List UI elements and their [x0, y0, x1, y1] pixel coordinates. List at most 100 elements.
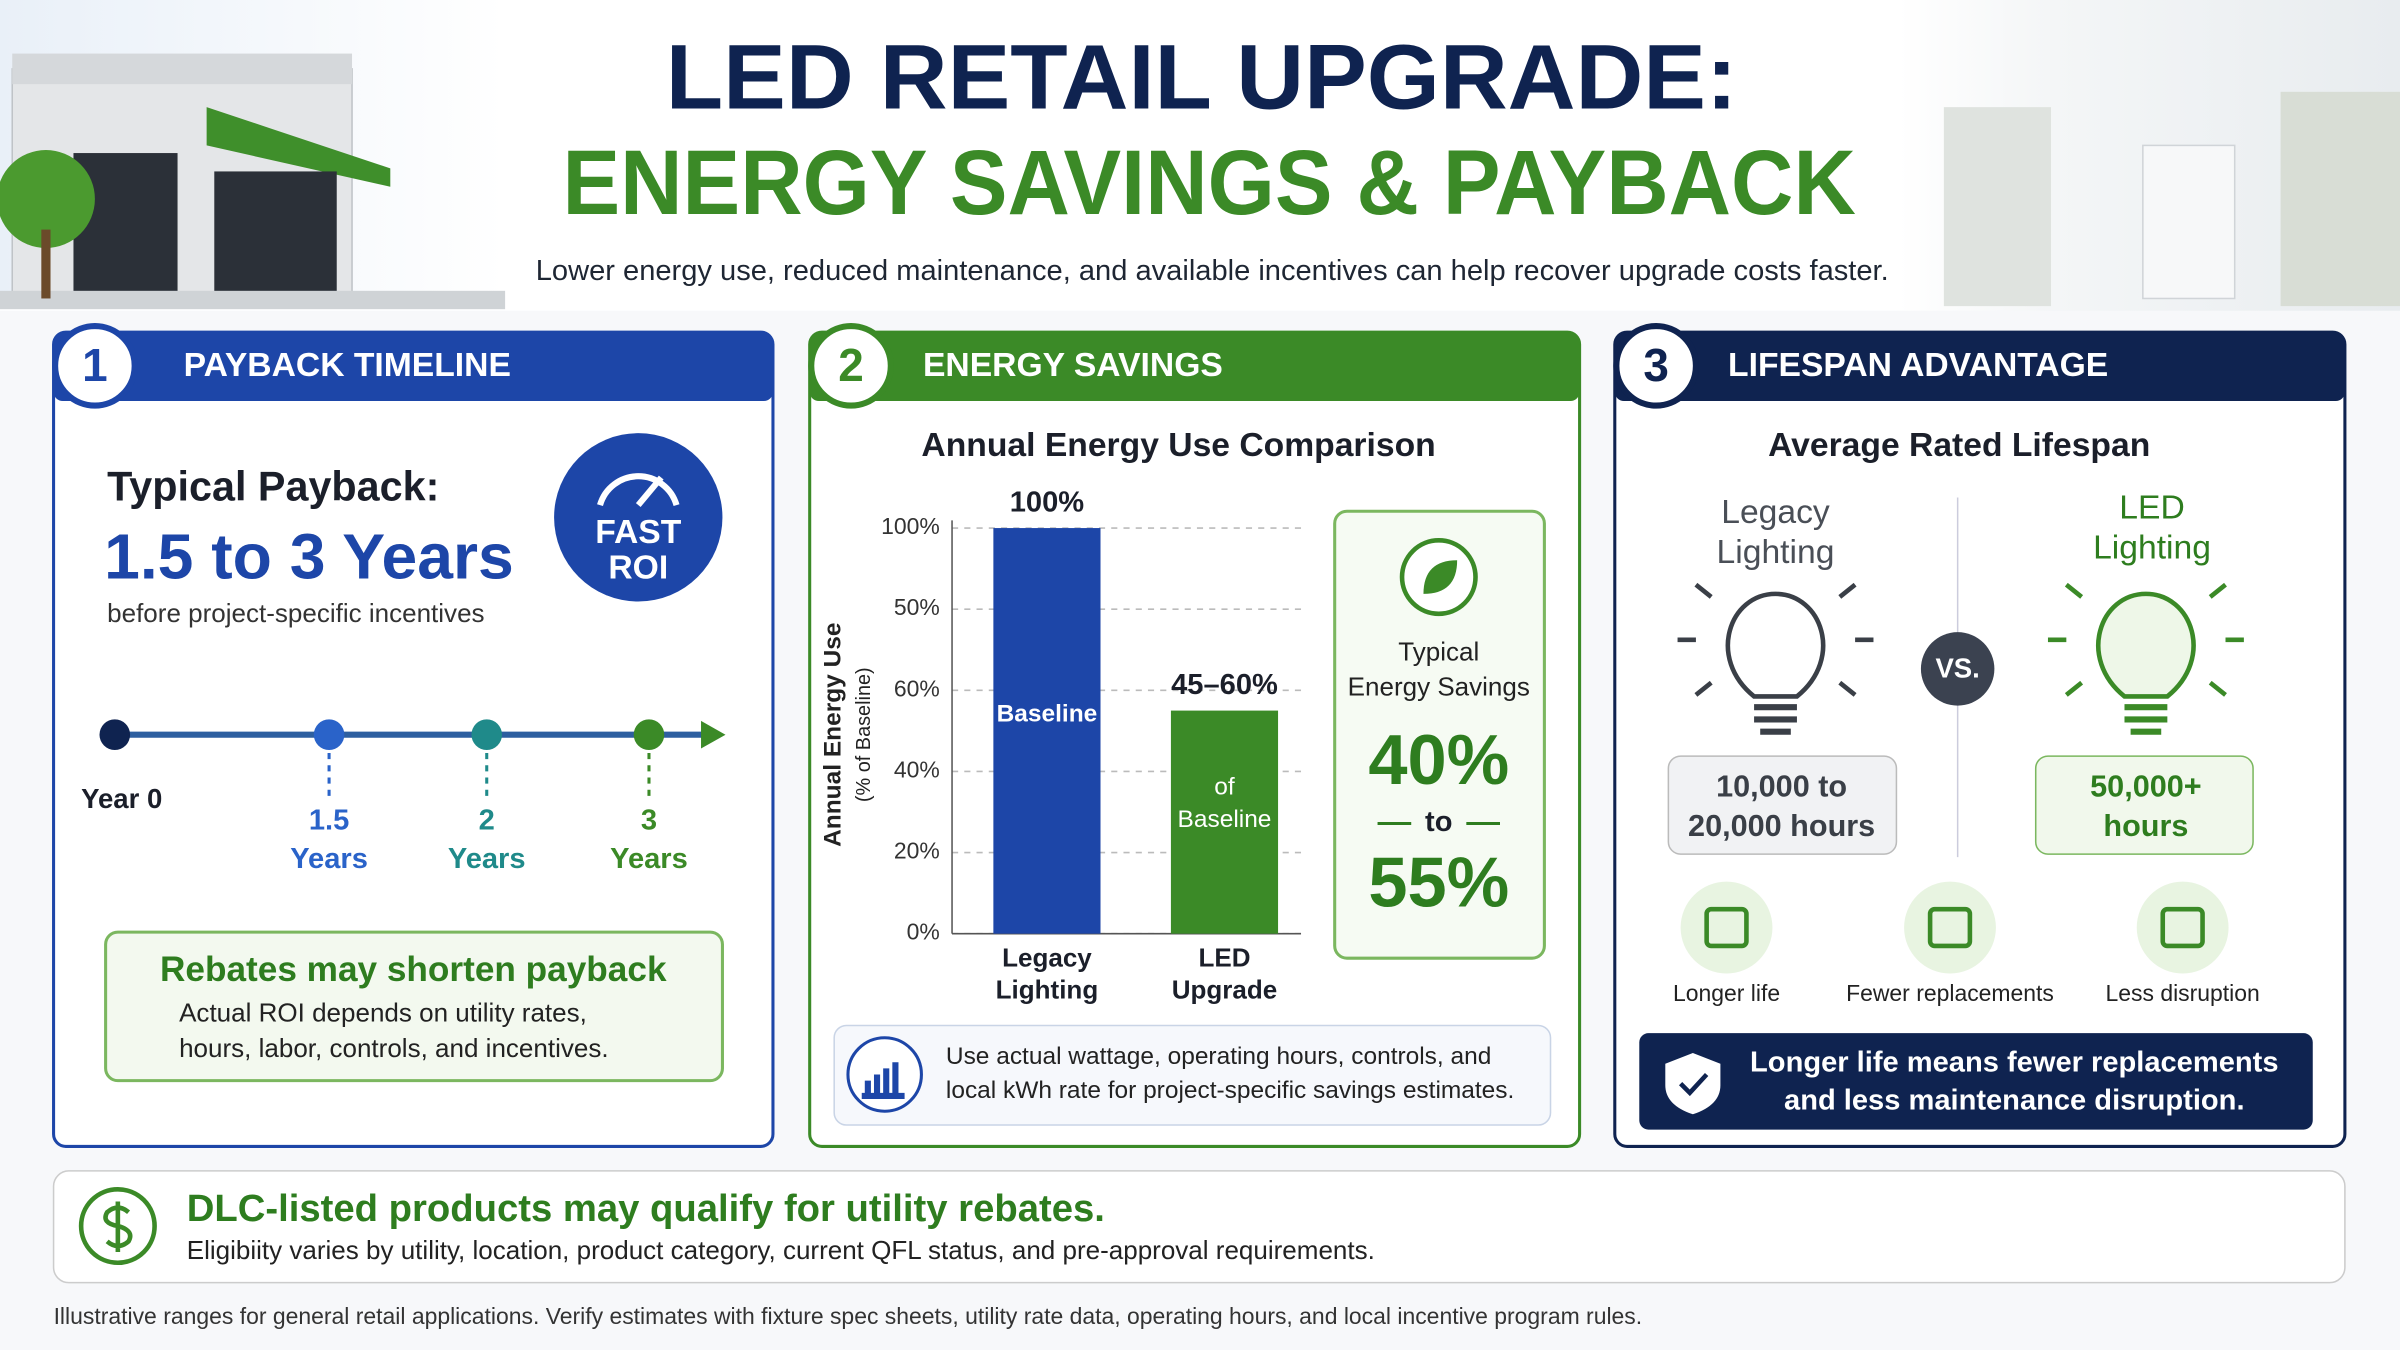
subtitle: Lower energy use, reduced maintenance, a…	[536, 255, 1889, 287]
bulb-rays	[1677, 582, 1874, 697]
y-tick-label: 50%	[894, 594, 940, 620]
timeline-dot	[471, 719, 503, 750]
bulb-rays	[2047, 582, 2244, 697]
gauge-needle	[635, 475, 664, 508]
bulb-base	[1754, 704, 1797, 735]
benefit-icon	[2136, 881, 2229, 974]
shelf	[1943, 107, 2052, 307]
hours-box	[2034, 755, 2254, 855]
label: LED	[2119, 490, 2184, 527]
timeline-label: 2	[479, 805, 495, 837]
note-box	[833, 1024, 1552, 1126]
timeline-label: Years	[448, 843, 526, 875]
savings-box	[1333, 509, 1546, 960]
y-tick-label: 60%	[894, 675, 940, 701]
label: Longer life means fewer replacements	[1750, 1046, 2278, 1078]
timeline-label: 3	[641, 805, 657, 837]
banner	[1639, 1033, 2313, 1130]
panel-heading: LIFESPAN ADVANTAGE	[1728, 347, 2108, 384]
number: 3	[1643, 339, 1669, 391]
number-badge	[808, 322, 894, 409]
icon-glyph	[1927, 906, 1973, 949]
label: DLC-listed products may qualify for util…	[187, 1187, 1105, 1230]
shield	[1665, 1053, 1721, 1115]
bar	[1170, 710, 1279, 934]
hours-box	[1667, 755, 1898, 855]
label: Rebates may shorten payback	[160, 950, 667, 989]
label: 10,000 to	[1716, 769, 1847, 803]
label: Legacy	[1721, 494, 1830, 531]
timeline-arrow	[701, 720, 726, 749]
label: local kWh rate for project-specific savi…	[946, 1077, 1514, 1104]
y-axis-label: Annual Energy Use	[820, 623, 847, 847]
label: Less disruption	[2106, 980, 2260, 1006]
label: hours, labor, controls, and incentives.	[179, 1033, 609, 1063]
timeline-label: 1.5	[309, 805, 349, 837]
label: Illustrative ranges for general retail a…	[54, 1303, 1643, 1329]
sidewalk	[0, 290, 506, 310]
badge-text: ROI	[608, 549, 668, 586]
benefit-icon	[1680, 881, 1773, 974]
awning	[206, 107, 391, 187]
y-axis-label: (% of Baseline)	[853, 667, 875, 802]
label: Typical Payback:	[107, 464, 439, 510]
y-tick-label: 20%	[894, 838, 940, 864]
roi-badge	[554, 433, 723, 602]
gauge-icon	[597, 473, 680, 507]
label: Fewer replacements	[1846, 980, 2054, 1006]
label: 20,000 hours	[1688, 809, 1875, 843]
rebate-box	[104, 930, 724, 1083]
title: LED RETAIL UPGRADE:	[666, 26, 1737, 128]
bulb	[2096, 591, 2196, 699]
label: Lighting	[2093, 529, 2211, 566]
bulb-base	[2124, 704, 2168, 735]
benefit-icon	[1904, 881, 1996, 974]
timeline-dot	[633, 719, 665, 750]
bar-label: Baseline	[1178, 806, 1272, 833]
store-roof	[12, 53, 353, 85]
label: Use actual wattage, operating hours, con…	[946, 1043, 1491, 1070]
label: Lighting	[1717, 534, 1835, 571]
bar-label: of	[1214, 774, 1235, 801]
y-tick-label: 0%	[907, 919, 940, 945]
value-label: 100%	[1010, 486, 1085, 518]
door	[214, 171, 337, 302]
panel-header	[53, 332, 773, 402]
panel-heading: PAYBACK TIMELINE	[184, 347, 511, 384]
aisle	[2142, 144, 2236, 300]
label: and less maintenance disruption.	[1784, 1085, 2245, 1117]
tree	[0, 150, 95, 248]
tree-trunk	[41, 229, 51, 299]
value-label: 45–60%	[1171, 669, 1278, 701]
y-tick-label: 40%	[894, 756, 940, 782]
timeline-dot	[313, 719, 345, 750]
bar-label: Baseline	[997, 700, 1098, 727]
number-badge	[1613, 322, 1699, 409]
x-tick-label: LED	[1198, 943, 1250, 973]
bar	[993, 528, 1101, 934]
label: Average Rated Lifespan	[1768, 427, 2150, 464]
label: Eligibiity varies by utility, location, …	[187, 1235, 1375, 1265]
window	[73, 153, 178, 299]
timeline-dot	[99, 719, 131, 750]
label: Actual ROI depends on utility rates,	[179, 998, 587, 1028]
panel-header	[809, 332, 1580, 402]
label: VS.	[1935, 653, 1979, 684]
title: ENERGY SAVINGS & PAYBACK	[563, 132, 1856, 234]
number: 1	[82, 339, 108, 391]
panel-header	[1614, 332, 2345, 402]
icon-glyph	[2160, 906, 2205, 949]
label: Year 0	[81, 783, 162, 814]
footer-box	[52, 1170, 2346, 1284]
label: before project-specific incentives	[107, 598, 484, 628]
x-tick-label: Lighting	[996, 975, 1099, 1005]
x-tick-label: Upgrade	[1172, 975, 1278, 1005]
shelf	[2280, 91, 2400, 307]
chart-bars	[861, 1062, 905, 1099]
label: Longer life	[1673, 980, 1780, 1006]
icon-glyph	[1704, 906, 1749, 949]
number-badge	[52, 322, 138, 409]
savings-value: 40%	[1368, 720, 1509, 799]
